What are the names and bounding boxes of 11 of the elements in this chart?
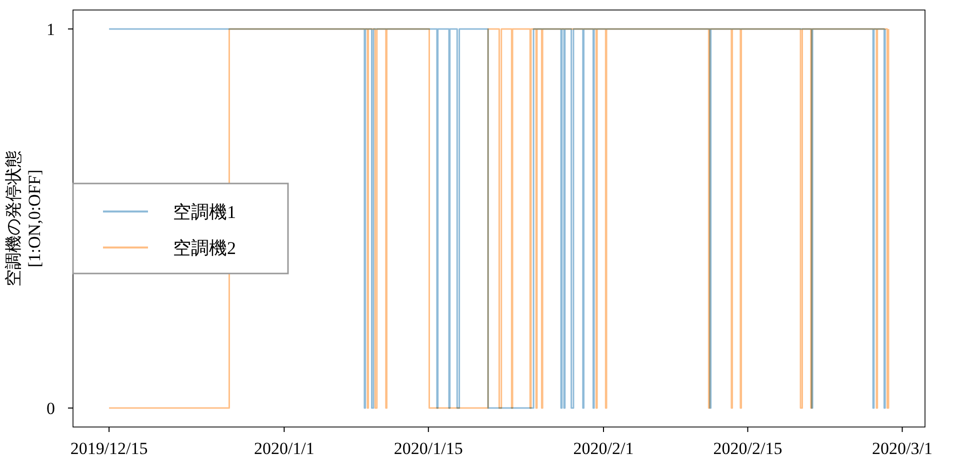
x-tick-label: 2020/3/1 xyxy=(872,439,932,458)
y-tick-label: 1 xyxy=(46,20,55,39)
x-tick-label: 2020/2/1 xyxy=(573,439,634,458)
x-tick-label: 2020/1/1 xyxy=(254,439,314,458)
x-tick-label: 2019/12/15 xyxy=(70,439,148,458)
legend-label: 空調機2 xyxy=(173,238,236,258)
legend-label: 空調機1 xyxy=(173,202,236,222)
x-tick-label: 2020/1/15 xyxy=(394,439,463,458)
y-tick-label: 0 xyxy=(46,398,55,418)
y-axis-title: 空調機の発停状態 [1:ON,0:OFF] xyxy=(4,150,44,286)
x-tick-label: 2020/2/15 xyxy=(713,439,782,458)
